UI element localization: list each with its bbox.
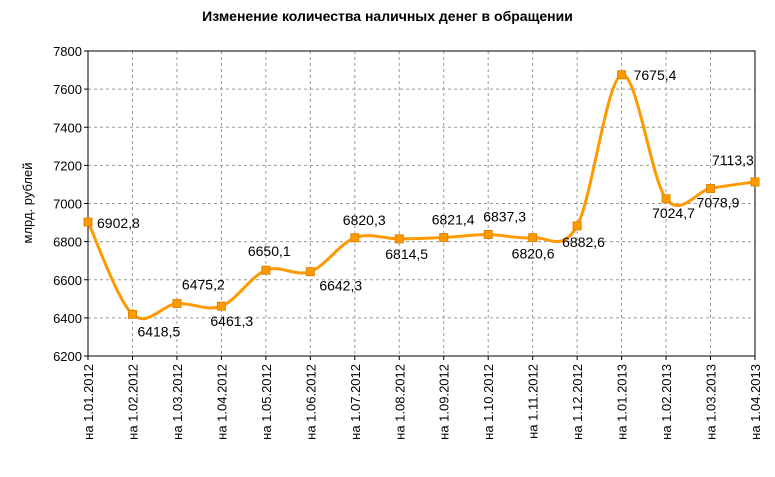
data-point-marker	[305, 267, 315, 277]
x-tick-label: на 1.01.2013	[615, 364, 630, 440]
data-point-marker	[216, 301, 226, 311]
x-tick-label: на 1.02.2013	[659, 364, 674, 440]
chart-title: Изменение количества наличных денег в об…	[202, 8, 573, 24]
y-tick-label: 7000	[53, 197, 82, 212]
x-tick-label: на 1.02.2012	[125, 364, 140, 440]
data-labels: 6902,8 6418,5 6475,2 6461,3 6650,1 6642,3 6820…	[97, 67, 754, 340]
x-tick-label: на 1.06.2012	[303, 364, 318, 440]
y-tick-label: 7400	[53, 120, 82, 135]
data-point-marker	[439, 233, 449, 243]
data-label: 6902,8	[97, 215, 140, 231]
data-label: 6837,3	[483, 209, 526, 225]
data-label: 6821,4	[432, 212, 475, 228]
data-point-marker	[572, 221, 582, 231]
y-tick-label: 7200	[53, 158, 82, 173]
data-point-marker	[661, 194, 671, 204]
data-point-marker	[172, 299, 182, 309]
x-tick-label: на 1.04.2012	[214, 364, 229, 440]
data-point-marker	[483, 230, 493, 240]
data-label: 6820,3	[343, 212, 386, 228]
x-tick-label: на 1.01.2012	[81, 364, 96, 440]
x-tick-label: на 1.12.2012	[570, 364, 585, 440]
plot-border	[87, 50, 756, 357]
data-point-marker	[528, 233, 538, 243]
data-label: 7024,7	[652, 205, 695, 221]
y-tick-label: 7600	[53, 82, 82, 97]
data-label: 7113,3	[712, 152, 754, 168]
data-label: 6814,5	[385, 246, 428, 262]
data-label: 7675,4	[634, 67, 677, 83]
data-label: 6461,3	[210, 313, 253, 329]
x-tick-label: на 1.09.2012	[437, 364, 452, 440]
data-label: 6642,3	[319, 278, 362, 294]
y-tick-label: 6200	[53, 349, 82, 364]
x-tick-label: на 1.07.2012	[348, 364, 363, 440]
data-label: 6418,5	[137, 323, 180, 339]
grid-lines	[88, 50, 755, 356]
x-tick-label: на 1.11.2012	[526, 364, 541, 439]
axes	[84, 50, 756, 360]
y-tick-label: 7800	[53, 44, 82, 59]
y-tick-label: 6600	[53, 273, 82, 288]
y-tick-label: 6800	[53, 235, 82, 250]
data-point-marker	[617, 70, 627, 80]
x-tick-label: на 1.08.2012	[392, 364, 407, 440]
data-label: 6820,6	[512, 246, 555, 262]
data-point-marker	[750, 177, 760, 187]
data-label: 6882,6	[562, 234, 605, 250]
data-label: 6475,2	[182, 277, 225, 293]
x-tick-label: на 1.05.2012	[259, 364, 274, 440]
data-point-marker	[83, 217, 93, 227]
x-tick-label: на 1.03.2012	[170, 364, 185, 440]
x-tick-label: на 1.10.2012	[481, 364, 496, 440]
data-label: 6650,1	[248, 243, 291, 259]
data-point-marker	[127, 309, 137, 319]
data-label: 7078,9	[697, 194, 740, 210]
x-tick-labels: на 1.01.2012 на 1.02.2012 на 1.03.2012 на 1…	[81, 364, 763, 440]
data-point-marker	[394, 234, 404, 244]
data-point-marker	[706, 183, 716, 193]
data-point-marker	[261, 265, 271, 275]
x-tick-label: на 1.04.2013	[748, 364, 763, 440]
markers	[83, 70, 760, 319]
data-point-marker	[350, 233, 360, 243]
y-tick-labels: 6200 6400 6600 6800 7000 7200 7400 7600 7800	[53, 44, 82, 364]
x-tick-label: на 1.03.2013	[704, 364, 719, 440]
y-tick-label: 6400	[53, 311, 82, 326]
y-axis-label: млрд. рублей	[20, 163, 35, 244]
